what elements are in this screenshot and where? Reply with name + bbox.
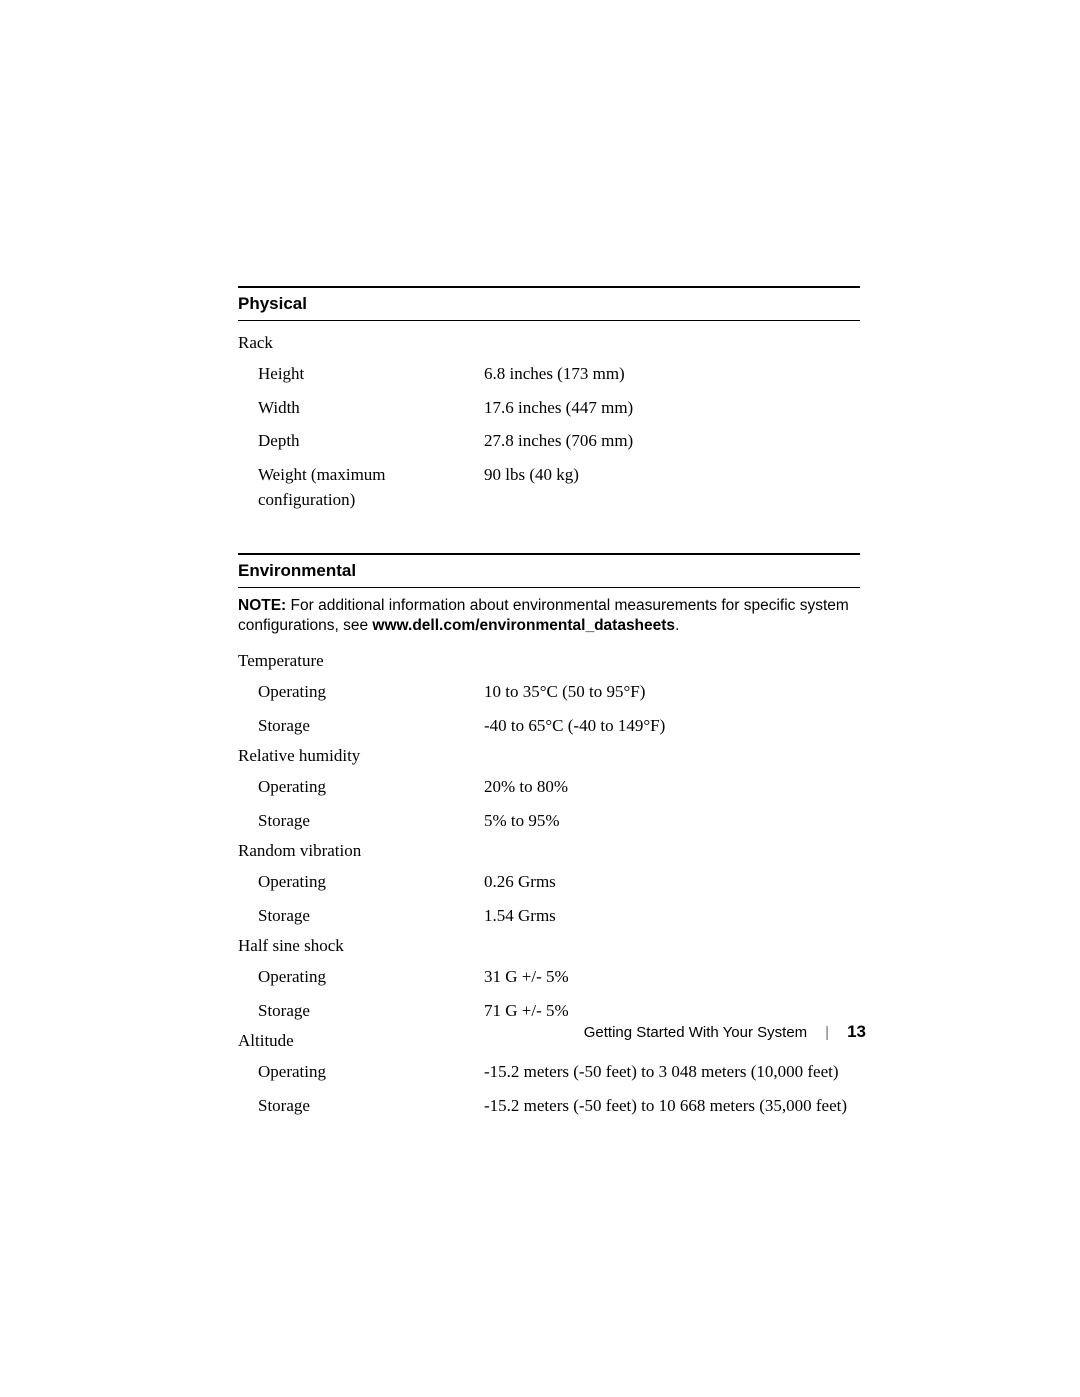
spec-label: Storage — [238, 903, 484, 929]
spec-label: Storage — [238, 713, 484, 739]
footer-page-number: 13 — [847, 1022, 866, 1042]
group-label: Temperature — [238, 647, 860, 675]
note-label: NOTE: — [238, 597, 291, 614]
spec-row: Operating 20% to 80% — [238, 770, 860, 804]
group-label: Half sine shock — [238, 932, 860, 960]
document-page: Physical Rack Height 6.8 inches (173 mm)… — [0, 0, 1080, 1397]
spec-label: Width — [238, 395, 484, 421]
spec-label: Storage — [238, 1093, 484, 1119]
spec-label: Depth — [238, 428, 484, 454]
section-heading-physical: Physical — [238, 286, 860, 321]
spec-row: Storage -15.2 meters (-50 feet) to 10 66… — [238, 1089, 860, 1123]
spec-value: 0.26 Grms — [484, 869, 860, 895]
spec-value: 31 G +/- 5% — [484, 964, 860, 990]
spec-value: 71 G +/- 5% — [484, 998, 860, 1024]
spec-value: 90 lbs (40 kg) — [484, 462, 860, 488]
spec-value: 1.54 Grms — [484, 903, 860, 929]
spec-value: 6.8 inches (173 mm) — [484, 361, 860, 387]
spec-row: Depth 27.8 inches (706 mm) — [238, 424, 860, 458]
section-heading-environmental: Environmental — [238, 553, 860, 588]
spec-row: Operating 0.26 Grms — [238, 865, 860, 899]
spec-value: 17.6 inches (447 mm) — [484, 395, 860, 421]
spec-row: Height 6.8 inches (173 mm) — [238, 357, 860, 391]
spec-value: 27.8 inches (706 mm) — [484, 428, 860, 454]
section-physical: Physical Rack Height 6.8 inches (173 mm)… — [238, 286, 860, 517]
spec-row: Storage -40 to 65°C (-40 to 149°F) — [238, 709, 860, 743]
spec-row: Weight (maximum configuration) 90 lbs (4… — [238, 458, 860, 517]
spec-value: 20% to 80% — [484, 774, 860, 800]
note-url: www.dell.com/environmental_datasheets — [372, 617, 675, 634]
spec-value: 5% to 95% — [484, 808, 860, 834]
group-label: Relative humidity — [238, 742, 860, 770]
spec-label: Storage — [238, 808, 484, 834]
spec-row: Operating -15.2 meters (-50 feet) to 3 0… — [238, 1055, 860, 1089]
spec-row: Storage 5% to 95% — [238, 804, 860, 838]
spec-row: Width 17.6 inches (447 mm) — [238, 391, 860, 425]
footer-doc-title: Getting Started With Your System — [584, 1024, 807, 1041]
spec-label: Operating — [238, 679, 484, 705]
note-text-after: . — [675, 617, 679, 634]
spec-value: -15.2 meters (-50 feet) to 10 668 meters… — [484, 1093, 860, 1119]
spec-row: Operating 31 G +/- 5% — [238, 960, 860, 994]
spec-label: Height — [238, 361, 484, 387]
spec-value: 10 to 35°C (50 to 95°F) — [484, 679, 860, 705]
spec-label: Storage — [238, 998, 484, 1024]
spec-label: Operating — [238, 964, 484, 990]
environmental-note: NOTE: For additional information about e… — [238, 596, 860, 638]
spec-row: Operating 10 to 35°C (50 to 95°F) — [238, 675, 860, 709]
spec-label: Operating — [238, 869, 484, 895]
spec-row: Storage 1.54 Grms — [238, 899, 860, 933]
spec-value: -15.2 meters (-50 feet) to 3 048 meters … — [484, 1059, 860, 1085]
group-label: Rack — [238, 329, 860, 357]
footer-divider-icon: | — [825, 1024, 829, 1041]
spec-label: Weight (maximum configuration) — [238, 462, 484, 513]
page-footer: Getting Started With Your System | 13 — [584, 1022, 866, 1042]
spec-label: Operating — [238, 1059, 484, 1085]
spec-label: Operating — [238, 774, 484, 800]
group-label: Random vibration — [238, 837, 860, 865]
spec-value: -40 to 65°C (-40 to 149°F) — [484, 713, 860, 739]
